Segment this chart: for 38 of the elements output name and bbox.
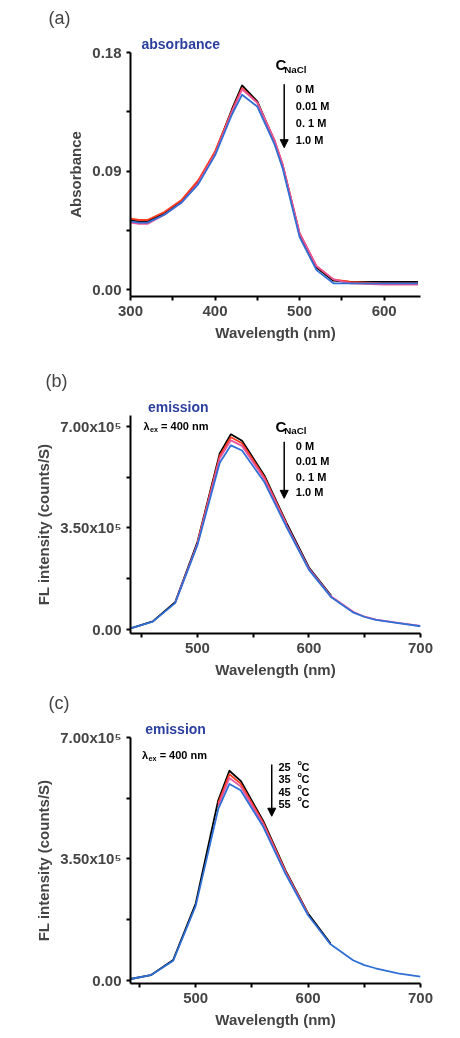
y-tick-label: 0.09 xyxy=(92,162,122,180)
y-axis-title: FL intensity (counts/S) xyxy=(35,443,53,606)
x-axis-title: Wavelength (nm) xyxy=(215,323,336,341)
x-axis-title: Wavelength (nm) xyxy=(215,660,336,678)
x-tick-label: 600 xyxy=(371,301,397,319)
x-tick-label: 600 xyxy=(296,638,322,656)
chart-title: (c) xyxy=(48,692,70,713)
y-axis-title: Absorbance xyxy=(67,131,85,218)
x-tick-label: 700 xyxy=(407,638,434,656)
x-axis-title: Wavelength (nm) xyxy=(215,1010,336,1028)
y-tick-label: 0.00 xyxy=(92,620,122,638)
text: absorbance xyxy=(141,35,221,52)
annotation: 1.0 M xyxy=(295,134,324,147)
y-axis-title: FL intensity (counts/S) xyxy=(35,779,53,942)
x-tick-label: 500 xyxy=(183,988,209,1006)
text: emission xyxy=(145,720,206,737)
chart-title: (a) xyxy=(48,7,71,28)
annotation: 0 M xyxy=(295,440,315,453)
annotation: 0. 1 M xyxy=(295,470,327,483)
y-tick-label: 0.00 xyxy=(92,971,122,989)
annotation: 0.01 M xyxy=(295,455,330,468)
x-tick-label: 500 xyxy=(287,301,313,319)
x-tick-label: 500 xyxy=(184,638,210,656)
annotation: 0. 1 M xyxy=(295,117,327,130)
y-tick-label: 7.00x10⁵ xyxy=(60,418,122,435)
x-tick-label: 400 xyxy=(202,301,228,319)
x-tick-label: 300 xyxy=(117,301,144,319)
y-tick-label: 3.50x10⁵ xyxy=(60,850,122,868)
x-tick-label: 600 xyxy=(295,988,321,1006)
annotation: 0.01 M xyxy=(295,100,330,113)
y-tick-label: 7.00x10⁵ xyxy=(60,729,122,746)
y-tick-label: 0.18 xyxy=(92,43,122,61)
x-tick-label: 700 xyxy=(407,988,434,1006)
text: emission xyxy=(147,398,209,415)
annotation: 1.0 M xyxy=(295,485,324,498)
y-tick-label: 3.50x10⁵ xyxy=(60,519,122,537)
chart-title: (b) xyxy=(45,370,68,391)
annotation: 0 M xyxy=(295,83,315,96)
